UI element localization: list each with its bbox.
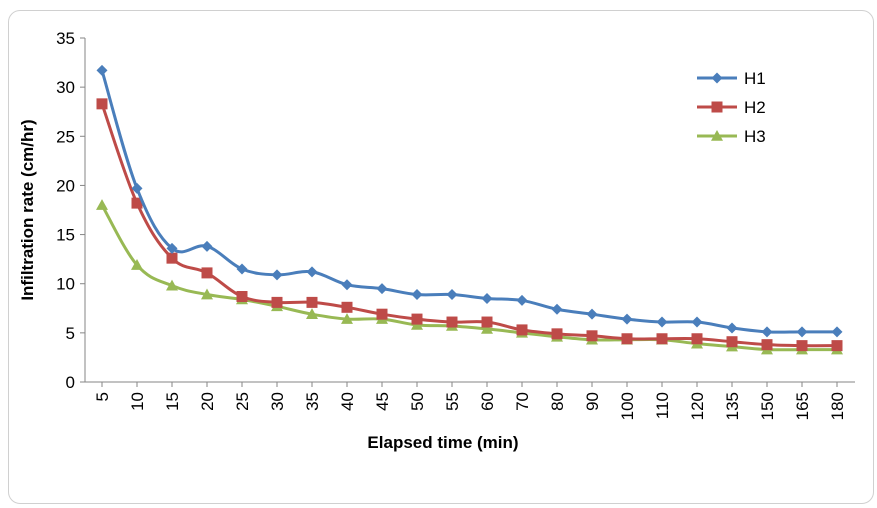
- data-point-h1: [131, 182, 143, 194]
- data-point-h1: [201, 240, 213, 252]
- data-point-h2: [516, 324, 528, 336]
- y-axis-title: Infiltration rate (cm/hr): [18, 119, 37, 300]
- legend-label-h3: H3: [744, 127, 766, 146]
- data-point-h1: [726, 322, 738, 334]
- y-tick-label: 20: [56, 176, 75, 195]
- data-point-h2: [201, 267, 213, 279]
- data-point-h2: [726, 336, 738, 348]
- legend-label-h1: H1: [744, 69, 766, 88]
- y-tick-label: 25: [56, 127, 75, 146]
- x-tick-label: 25: [233, 392, 252, 411]
- data-point-h3: [166, 279, 178, 291]
- x-tick-label: 40: [338, 392, 357, 411]
- data-point-h2: [621, 333, 633, 345]
- series-h2: [96, 98, 843, 352]
- x-tick-label: 165: [793, 392, 812, 420]
- x-tick-label: 20: [198, 392, 217, 411]
- data-point-h2: [341, 301, 353, 313]
- x-tick-label: 100: [618, 392, 637, 420]
- x-tick-label: 30: [268, 392, 287, 411]
- data-point-h1: [516, 294, 528, 306]
- data-point-h1: [586, 308, 598, 320]
- data-point-h1: [271, 269, 283, 281]
- x-tick-label: 10: [128, 392, 147, 411]
- x-tick-label: 80: [548, 392, 567, 411]
- data-point-h2: [761, 339, 773, 351]
- x-tick-label: 50: [408, 392, 427, 411]
- data-point-h2: [551, 328, 563, 340]
- data-point-h2: [376, 308, 388, 320]
- x-tick-label: 180: [828, 392, 847, 420]
- legend-marker-h3: [711, 130, 723, 141]
- data-point-h3: [341, 313, 353, 324]
- data-point-h2: [236, 290, 248, 302]
- series-layer: [96, 64, 843, 355]
- data-point-h1: [761, 326, 773, 338]
- x-tick-label: 15: [163, 392, 182, 411]
- data-point-h2: [481, 316, 493, 328]
- data-point-h1: [166, 242, 178, 254]
- x-tick-label: 5: [93, 392, 112, 401]
- series-h1: [96, 64, 843, 338]
- data-point-h1: [376, 283, 388, 295]
- data-point-h2: [796, 340, 808, 352]
- x-tick-label: 55: [443, 392, 462, 411]
- data-point-h1: [446, 289, 458, 301]
- data-point-h3: [96, 199, 108, 210]
- x-tick-label: 110: [653, 392, 672, 419]
- axes-layer: 0 5 10 15 20 25 30 35 5 10 15 20 25 30 35 40 45 50 55 60 70 8…: [56, 29, 855, 420]
- data-point-h1: [341, 279, 353, 291]
- data-point-h2: [271, 296, 283, 308]
- y-tick-label: 15: [56, 226, 75, 245]
- x-tick-label: 135: [723, 392, 742, 420]
- data-point-h2: [166, 252, 178, 264]
- data-point-h1: [621, 313, 633, 325]
- x-tick-label: 90: [583, 392, 602, 411]
- chart-frame: [8, 10, 874, 504]
- data-point-h3: [131, 259, 143, 270]
- series-line-h3: [100, 204, 837, 352]
- legend: H1 H2 H3: [697, 69, 766, 146]
- data-point-h2: [656, 333, 668, 345]
- data-point-h1: [691, 316, 703, 328]
- y-tick-label: 5: [66, 324, 75, 343]
- data-point-h2: [831, 340, 843, 352]
- series-line-h1: [100, 70, 837, 334]
- data-point-h2: [306, 296, 318, 308]
- data-point-h3: [201, 288, 213, 300]
- x-tick-label: 150: [758, 392, 777, 420]
- data-point-h2: [96, 98, 108, 110]
- data-point-h1: [236, 263, 248, 275]
- x-tick-label: 60: [478, 392, 497, 411]
- data-point-h2: [586, 330, 598, 342]
- x-tick-label: 120: [688, 392, 707, 420]
- y-tick-label: 10: [56, 275, 75, 294]
- data-point-h2: [131, 197, 143, 209]
- x-axis-title: Elapsed time (min): [367, 433, 518, 452]
- y-tick-label: 30: [56, 78, 75, 97]
- data-point-h3: [481, 322, 493, 334]
- legend-marker-h1: [711, 72, 723, 84]
- data-point-h1: [411, 289, 423, 301]
- legend-marker-h2: [711, 101, 723, 113]
- data-point-h1: [481, 292, 493, 304]
- data-point-h3: [306, 308, 318, 319]
- series-line-h2: [100, 103, 838, 348]
- data-point-h2: [691, 333, 703, 345]
- data-point-h2: [446, 316, 458, 328]
- data-point-h1: [96, 64, 108, 76]
- data-point-h1: [656, 316, 668, 328]
- data-point-h1: [551, 303, 563, 315]
- legend-label-h2: H2: [744, 98, 766, 117]
- data-point-h1: [306, 266, 318, 278]
- data-point-h1: [796, 326, 808, 338]
- x-tick-label: 35: [303, 392, 322, 411]
- data-point-h2: [411, 313, 423, 325]
- x-tick-label: 45: [373, 392, 392, 411]
- y-tick-label: 0: [66, 373, 75, 392]
- y-tick-label: 35: [56, 29, 75, 48]
- data-point-h1: [831, 326, 843, 338]
- x-tick-label: 70: [513, 392, 532, 411]
